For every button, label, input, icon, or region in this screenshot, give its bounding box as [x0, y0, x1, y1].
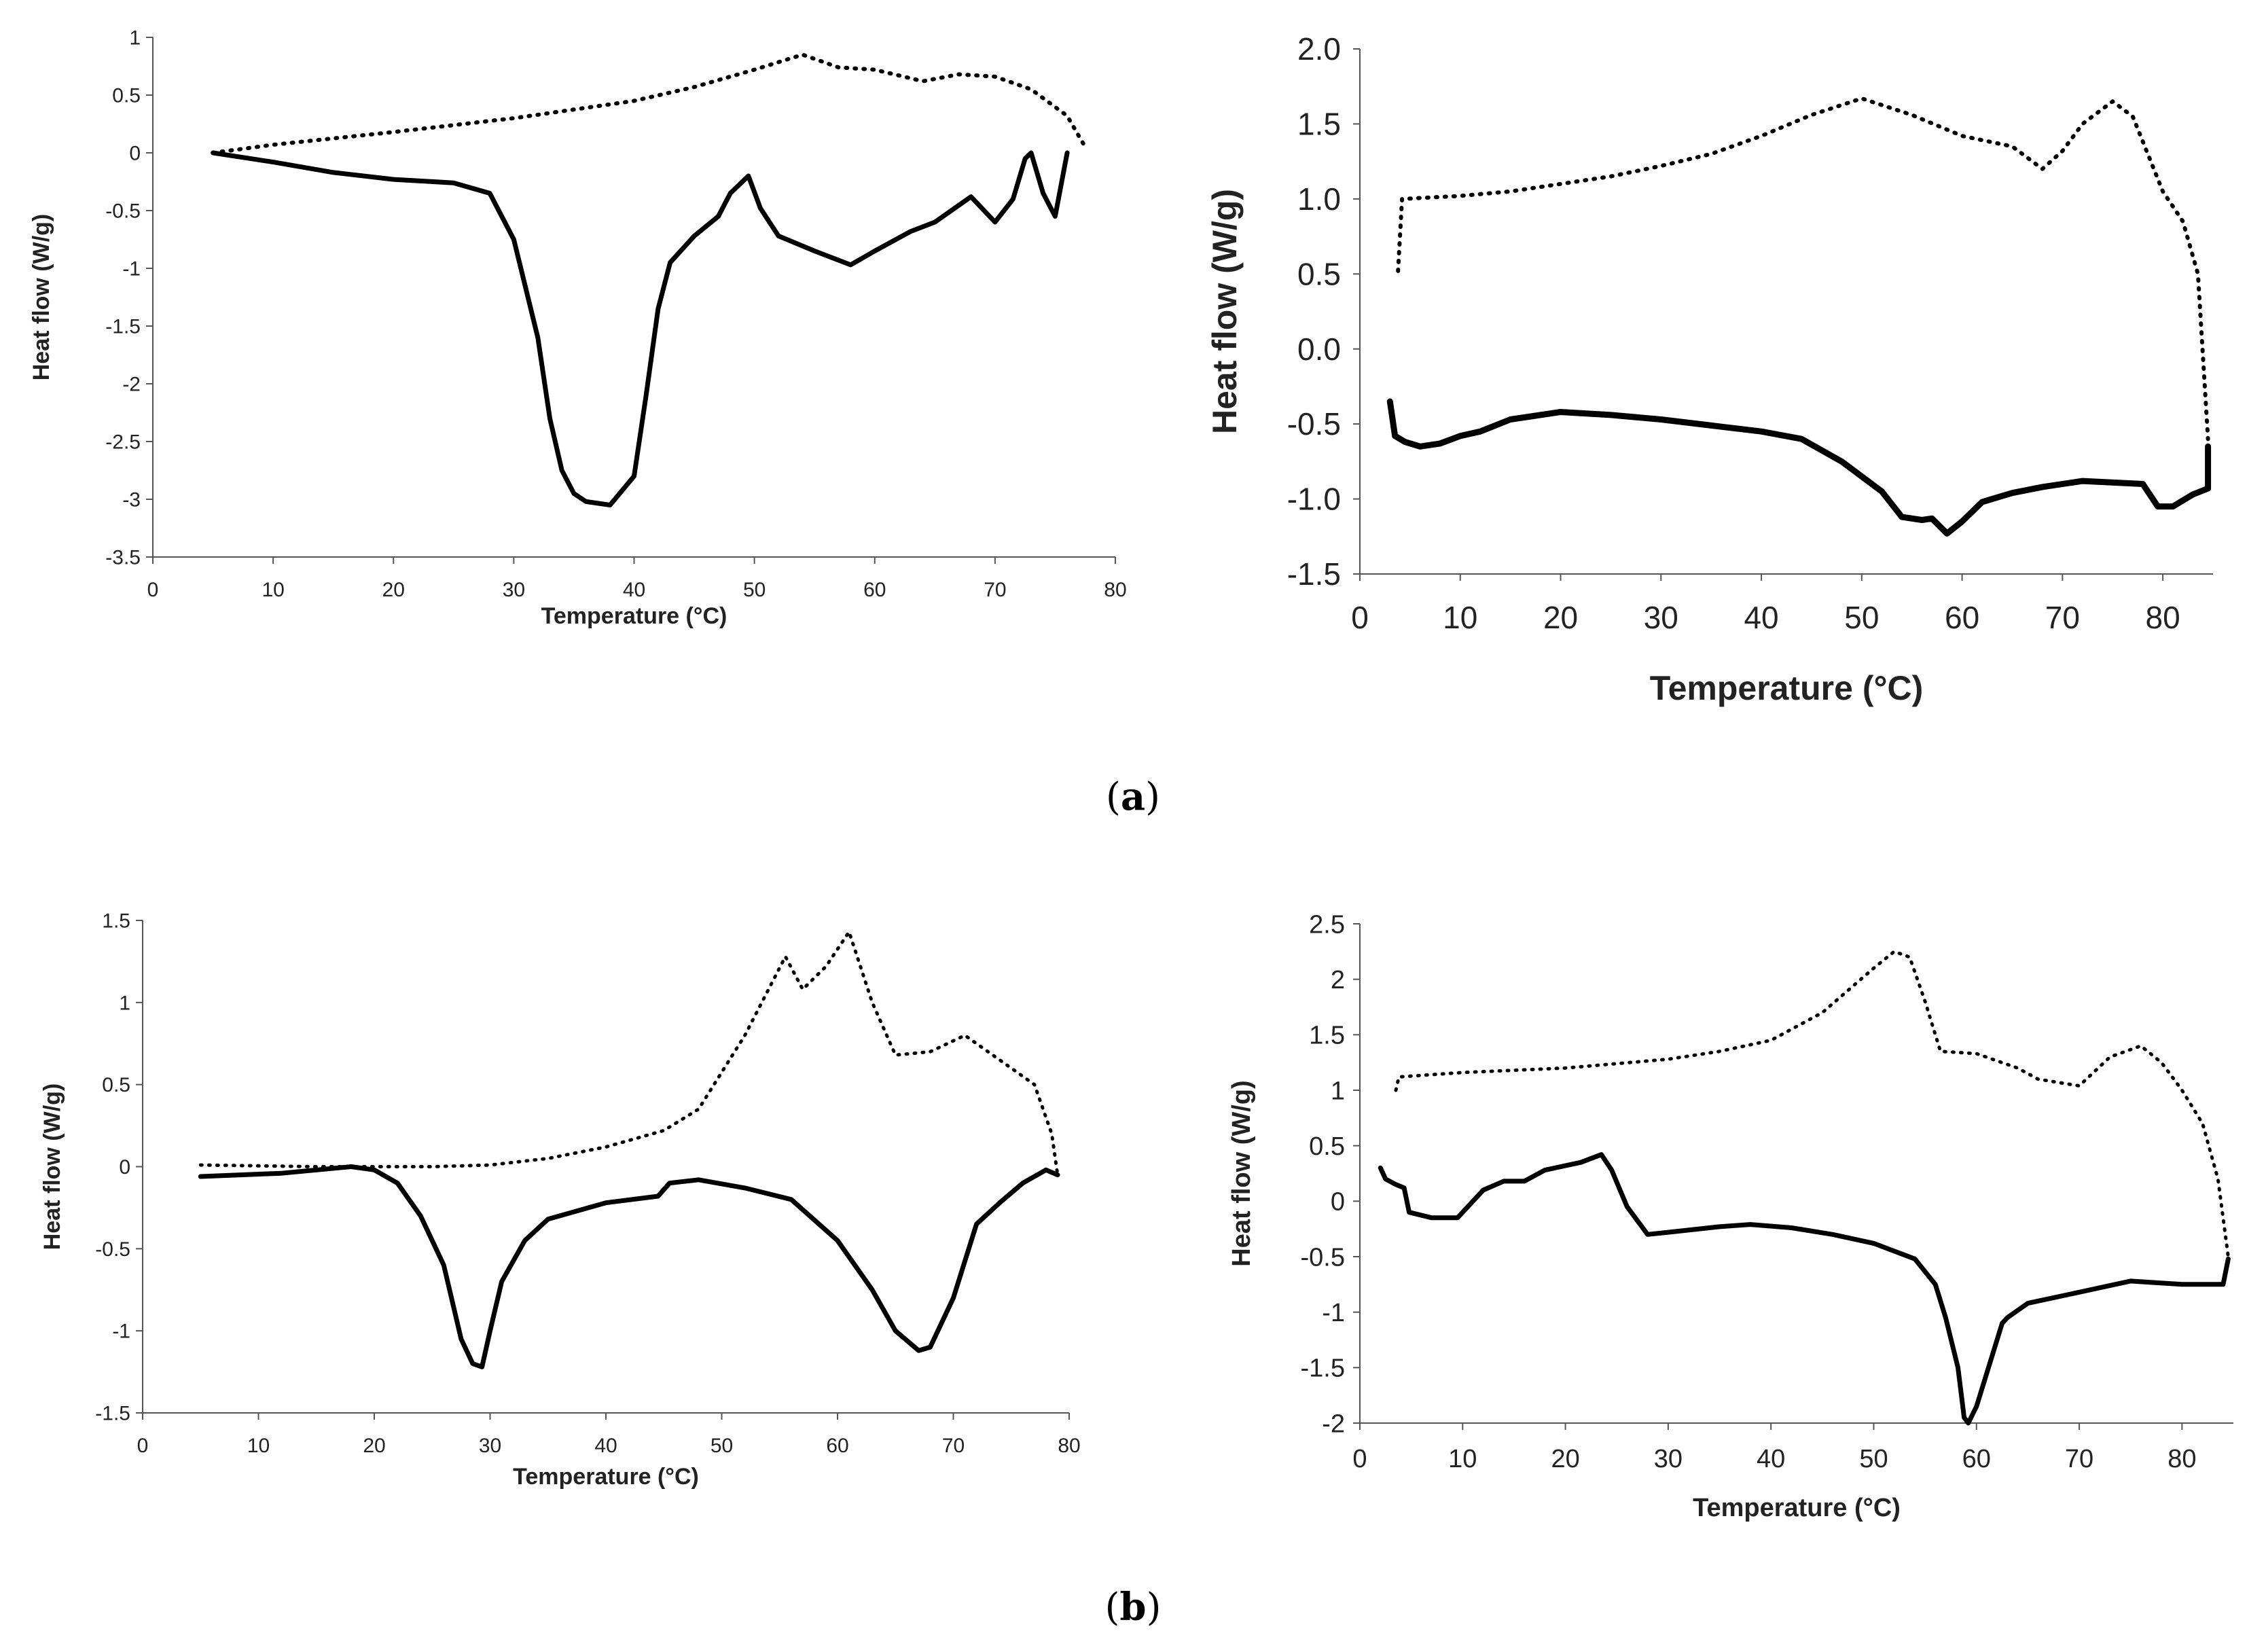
x-tick-label: 40	[623, 579, 645, 601]
x-tick-label: 30	[1644, 600, 1678, 635]
x-tick-label: 0	[147, 579, 159, 601]
x-tick-label: 80	[2146, 600, 2180, 635]
x-tick-label: 60	[1945, 600, 1979, 635]
y-axis-title: Heat flow (W/g)	[1206, 189, 1244, 434]
y-tick-label: -0.5	[1301, 1243, 1345, 1272]
x-tick-label: 10	[247, 1435, 270, 1457]
series-line-cooling	[1394, 950, 2230, 1259]
x-tick-label: 50	[1844, 600, 1879, 635]
y-tick-label: -3.5	[105, 547, 141, 569]
series-line-cooling	[198, 930, 1060, 1177]
y-tick-label: -1	[122, 258, 141, 281]
y-tick-label: -1.5	[1301, 1354, 1345, 1383]
y-tick-label: -1	[1322, 1299, 1345, 1327]
y-tick-label: 0	[119, 1156, 130, 1179]
y-tick-label: 2.5	[1309, 910, 1345, 939]
x-tick-label: 0	[137, 1435, 149, 1457]
series-line-heating	[1386, 398, 2212, 537]
series-line-heating	[211, 150, 1070, 507]
x-tick-label: 30	[503, 579, 525, 601]
y-tick-label: 0	[129, 143, 141, 165]
y-axis-title: Heat flow (W/g)	[29, 214, 54, 381]
x-tick-label: 50	[743, 579, 766, 601]
y-axis-title: Heat flow (W/g)	[39, 1083, 65, 1251]
y-tick-label: -3	[122, 489, 141, 511]
x-tick-label: 70	[2045, 600, 2080, 635]
y-tick-label: 2.0	[1297, 31, 1341, 67]
x-axis-title: Temperature (°C)	[1693, 1494, 1901, 1522]
x-tick-label: 30	[479, 1435, 501, 1457]
y-tick-label: 1.0	[1297, 181, 1341, 217]
y-tick-label: 1	[129, 27, 141, 50]
y-tick-label: -1.5	[105, 316, 141, 338]
y-tick-label: -2	[122, 374, 141, 396]
y-tick-label: -0.5	[95, 1238, 130, 1261]
x-axis-title: Temperature (°C)	[1650, 669, 1923, 707]
x-axis-title: Temperature (°C)	[513, 1464, 699, 1490]
x-tick-label: 40	[594, 1435, 617, 1457]
y-tick-label: 0	[1331, 1188, 1345, 1217]
x-tick-label: 80	[1058, 1435, 1080, 1457]
x-tick-label: 0	[1351, 600, 1369, 635]
y-tick-label: 2	[1331, 966, 1345, 994]
x-tick-label: 50	[711, 1435, 733, 1457]
y-tick-label: -1.5	[1287, 556, 1341, 592]
x-tick-label: 80	[1104, 579, 1126, 601]
x-tick-label: 40	[1744, 600, 1778, 635]
series-line-heating	[1378, 1152, 2231, 1426]
y-tick-label: -2	[1322, 1409, 1345, 1438]
series-line-cooling	[211, 52, 1087, 155]
x-tick-label: 20	[1551, 1445, 1579, 1473]
x-tick-label: 30	[1654, 1445, 1683, 1473]
series-line-heating	[198, 1164, 1060, 1369]
y-tick-label: -1.5	[95, 1403, 130, 1425]
chart-b-left: 1.5 1 0.5 0 -0.5 -1 -1.5 0 10 20 30 40 50 60 70 80 Tempe…	[39, 910, 1081, 1490]
y-tick-label: -2.5	[105, 431, 141, 454]
chart-a-right: 2.0 1.5 1.0 0.5 0.0 -0.5 -1.0 -1.5 0 10 20 30 40 50 60…	[1206, 31, 2213, 707]
y-tick-label: 1.5	[102, 910, 130, 933]
y-tick-label: 0.0	[1297, 331, 1341, 367]
y-tick-label: 0.5	[1297, 256, 1341, 291]
y-tick-label: 1	[119, 992, 130, 1014]
x-tick-label: 70	[942, 1435, 965, 1457]
y-tick-label: 1.5	[1297, 107, 1341, 142]
x-tick-label: 10	[1448, 1445, 1477, 1473]
x-tick-label: 10	[262, 579, 284, 601]
y-tick-label: 0.5	[102, 1074, 130, 1096]
x-tick-label: 20	[382, 579, 405, 601]
panel-label-b: (b)	[1105, 1585, 1162, 1630]
series-line-cooling	[1396, 96, 2210, 442]
x-tick-label: 60	[1962, 1445, 1991, 1473]
y-tick-label: 1.5	[1309, 1022, 1345, 1050]
x-tick-label: 80	[2168, 1445, 2196, 1473]
y-tick-label: -1	[112, 1321, 130, 1343]
panel-label-a: (a)	[1106, 774, 1160, 819]
x-tick-label: 60	[826, 1435, 848, 1457]
y-tick-label: 1	[1331, 1077, 1345, 1105]
x-tick-label: 50	[1859, 1445, 1888, 1473]
x-tick-label: 10	[1443, 600, 1477, 635]
x-axis-title: Temperature (°C)	[541, 603, 727, 629]
y-tick-label: -0.5	[105, 200, 141, 223]
x-tick-label: 0	[1352, 1445, 1367, 1473]
x-tick-label: 70	[984, 579, 1006, 601]
x-tick-label: 20	[1543, 600, 1578, 635]
y-axis-title: Heat flow (W/g)	[1227, 1080, 1256, 1266]
x-tick-label: 70	[2065, 1445, 2093, 1473]
chart-a-left: 1 0.5 0 -0.5 -1 -1.5 -2 -2.5 -3 -3.5 0 10 20 30 40 50 60…	[29, 27, 1127, 630]
x-tick-label: 60	[863, 579, 886, 601]
x-tick-label: 40	[1757, 1445, 1785, 1473]
y-tick-label: -0.5	[1287, 406, 1341, 442]
x-tick-label: 20	[363, 1435, 385, 1457]
chart-b-right: 2.521.510.50-0.5-1-1.5-20 10 20 30 40 50 60 70 8…	[1227, 910, 2233, 1522]
y-tick-label: 0.5	[112, 85, 141, 107]
y-tick-label: 0.5	[1309, 1132, 1345, 1161]
y-tick-label: -1.0	[1287, 482, 1341, 517]
